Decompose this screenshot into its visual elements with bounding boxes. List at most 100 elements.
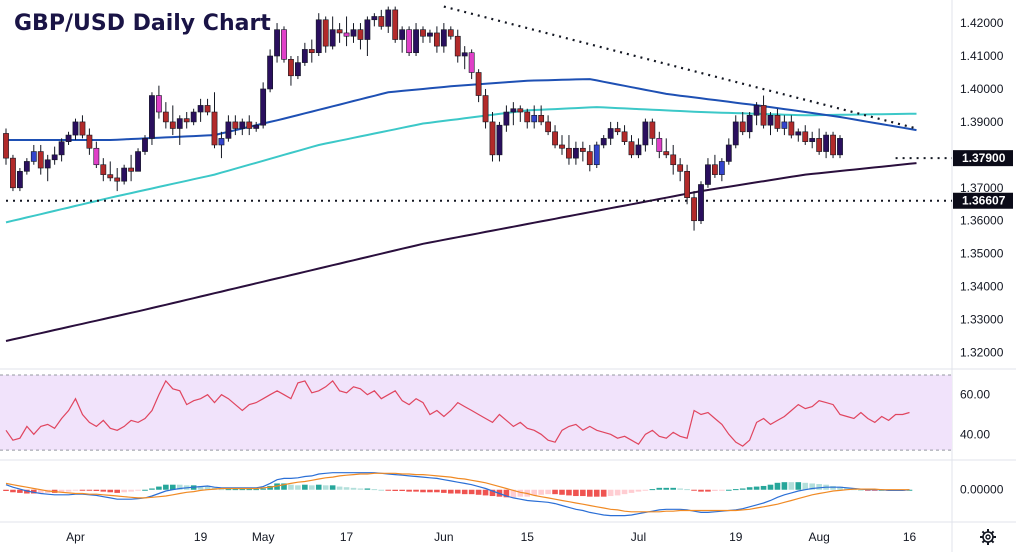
candle-body (433, 32, 440, 47)
macd-histogram-bar (573, 489, 579, 497)
candle-body (663, 151, 670, 156)
macd-histogram-bar (93, 489, 100, 491)
candle-body (489, 121, 496, 156)
macd-histogram-bar (454, 489, 461, 494)
macd-histogram-bar (100, 489, 107, 492)
macd-histogram-bar (58, 489, 65, 493)
price-level-box (953, 150, 1013, 167)
time-axis-tick: 16 (903, 530, 917, 544)
macd-axis-tick: 0.00000 (960, 483, 1004, 497)
price-axis-tick: 1.41000 (960, 49, 1004, 63)
macd-histogram-bar (336, 486, 343, 490)
candle-body (413, 29, 419, 54)
macd-histogram-bar (656, 487, 663, 490)
macd-histogram-bar (809, 483, 815, 490)
candle-body (656, 138, 663, 152)
candle-body (524, 111, 531, 123)
rsi-line (5, 379, 910, 447)
macd-histogram-bar (552, 489, 558, 495)
candle-body (600, 138, 607, 146)
rsi-axis-tick: 40.00 (960, 427, 990, 441)
macd-histogram-bar (517, 489, 524, 497)
candle-body (93, 147, 100, 166)
candle-body (44, 159, 51, 169)
candle-body (350, 29, 357, 37)
macd-histogram-bar (357, 488, 364, 490)
candle-body (308, 49, 315, 54)
macd-histogram-bar (816, 484, 822, 490)
candle-body (156, 95, 162, 113)
macd-histogram-bar (635, 489, 642, 492)
macd-histogram-bar (559, 489, 565, 495)
candle-body (753, 105, 760, 116)
candle-body (364, 19, 371, 40)
candle-body (232, 121, 239, 129)
macd-histogram-bar (107, 489, 114, 493)
sma-200-line (5, 162, 917, 342)
candle-body (357, 29, 364, 40)
macd-histogram-bar (538, 489, 544, 495)
time-axis-tick: 19 (194, 530, 208, 544)
candle-body (72, 121, 79, 136)
macd-histogram-bar (232, 489, 239, 491)
candle-body (572, 147, 579, 159)
candle-body (566, 147, 572, 159)
macd-histogram-bar (732, 489, 739, 491)
macd-histogram-bar (225, 489, 232, 491)
macd-signal-line (5, 472, 910, 513)
macd-histogram-bar (302, 484, 308, 490)
candle-body (454, 35, 461, 57)
macd-histogram-bar (482, 489, 489, 496)
candle-body (718, 161, 725, 175)
candle-body (698, 184, 704, 222)
macd-histogram-bar (531, 489, 537, 496)
candle-body (260, 88, 267, 126)
macd-histogram-bar (774, 482, 781, 490)
price-axis-tick: 1.35000 (960, 247, 1004, 261)
macd-line (5, 472, 910, 517)
candle-body (343, 32, 350, 37)
macd-histogram-bar (600, 489, 607, 497)
time-axis-tick: Jun (434, 530, 453, 544)
candle-body (586, 151, 593, 166)
candle-body (788, 121, 795, 136)
candle-body (322, 19, 329, 47)
price-axis-tick: 1.33000 (960, 313, 1004, 327)
candle-body (427, 32, 433, 37)
macd-histogram-bar (218, 489, 225, 491)
candle-body (86, 134, 93, 149)
macd-histogram-bar (663, 487, 670, 490)
macd-histogram-bar (593, 489, 600, 497)
candle-body (301, 49, 308, 63)
candle-body (837, 138, 843, 156)
macd-histogram-bar (322, 485, 329, 490)
candle-body (635, 144, 642, 156)
macd-histogram-bar (260, 488, 266, 490)
macd-histogram-bar (197, 485, 204, 490)
candle-body (204, 105, 211, 113)
candle-body (725, 144, 732, 162)
candle-body (705, 164, 711, 185)
macd-histogram-bar (239, 489, 246, 491)
price-level-label: 1.36607 (962, 194, 1006, 208)
macd-histogram-bar (802, 482, 809, 490)
time-axis-tick: 17 (340, 530, 354, 544)
macd-histogram-bar (510, 489, 517, 498)
candle-body (732, 121, 739, 146)
macd-histogram-bar (114, 489, 120, 493)
macd-histogram-bar (364, 488, 371, 490)
candle-body (135, 151, 141, 172)
candle-body (294, 62, 301, 77)
candle-body (37, 151, 44, 169)
candle-body (552, 131, 558, 146)
candle-body (190, 111, 197, 123)
macd-histogram-bar (642, 489, 649, 491)
rsi-axis-tick: 60.00 (960, 388, 990, 402)
candle-body (711, 164, 718, 175)
gear-icon[interactable] (980, 529, 996, 545)
price-axis-tick: 1.37000 (960, 181, 1004, 195)
macd-histogram-bar (31, 489, 37, 494)
candle-body (378, 16, 385, 27)
macd-histogram-bar (343, 487, 350, 490)
